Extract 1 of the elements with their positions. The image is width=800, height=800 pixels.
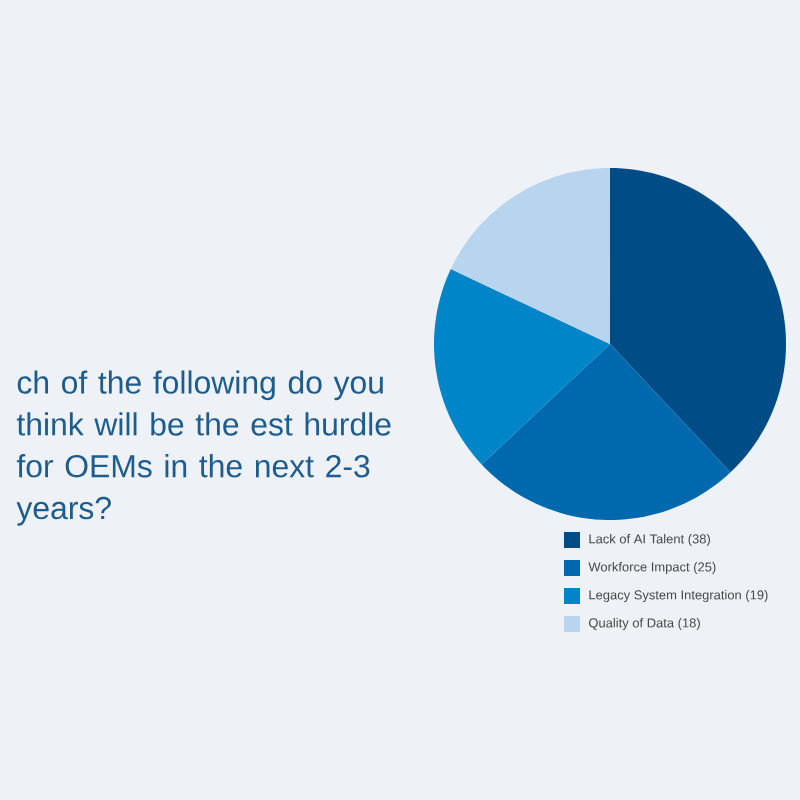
text: ch of the following do you think will be the est hurdle for OEMs in the next 2-3 years?	[16, 370, 391, 526]
